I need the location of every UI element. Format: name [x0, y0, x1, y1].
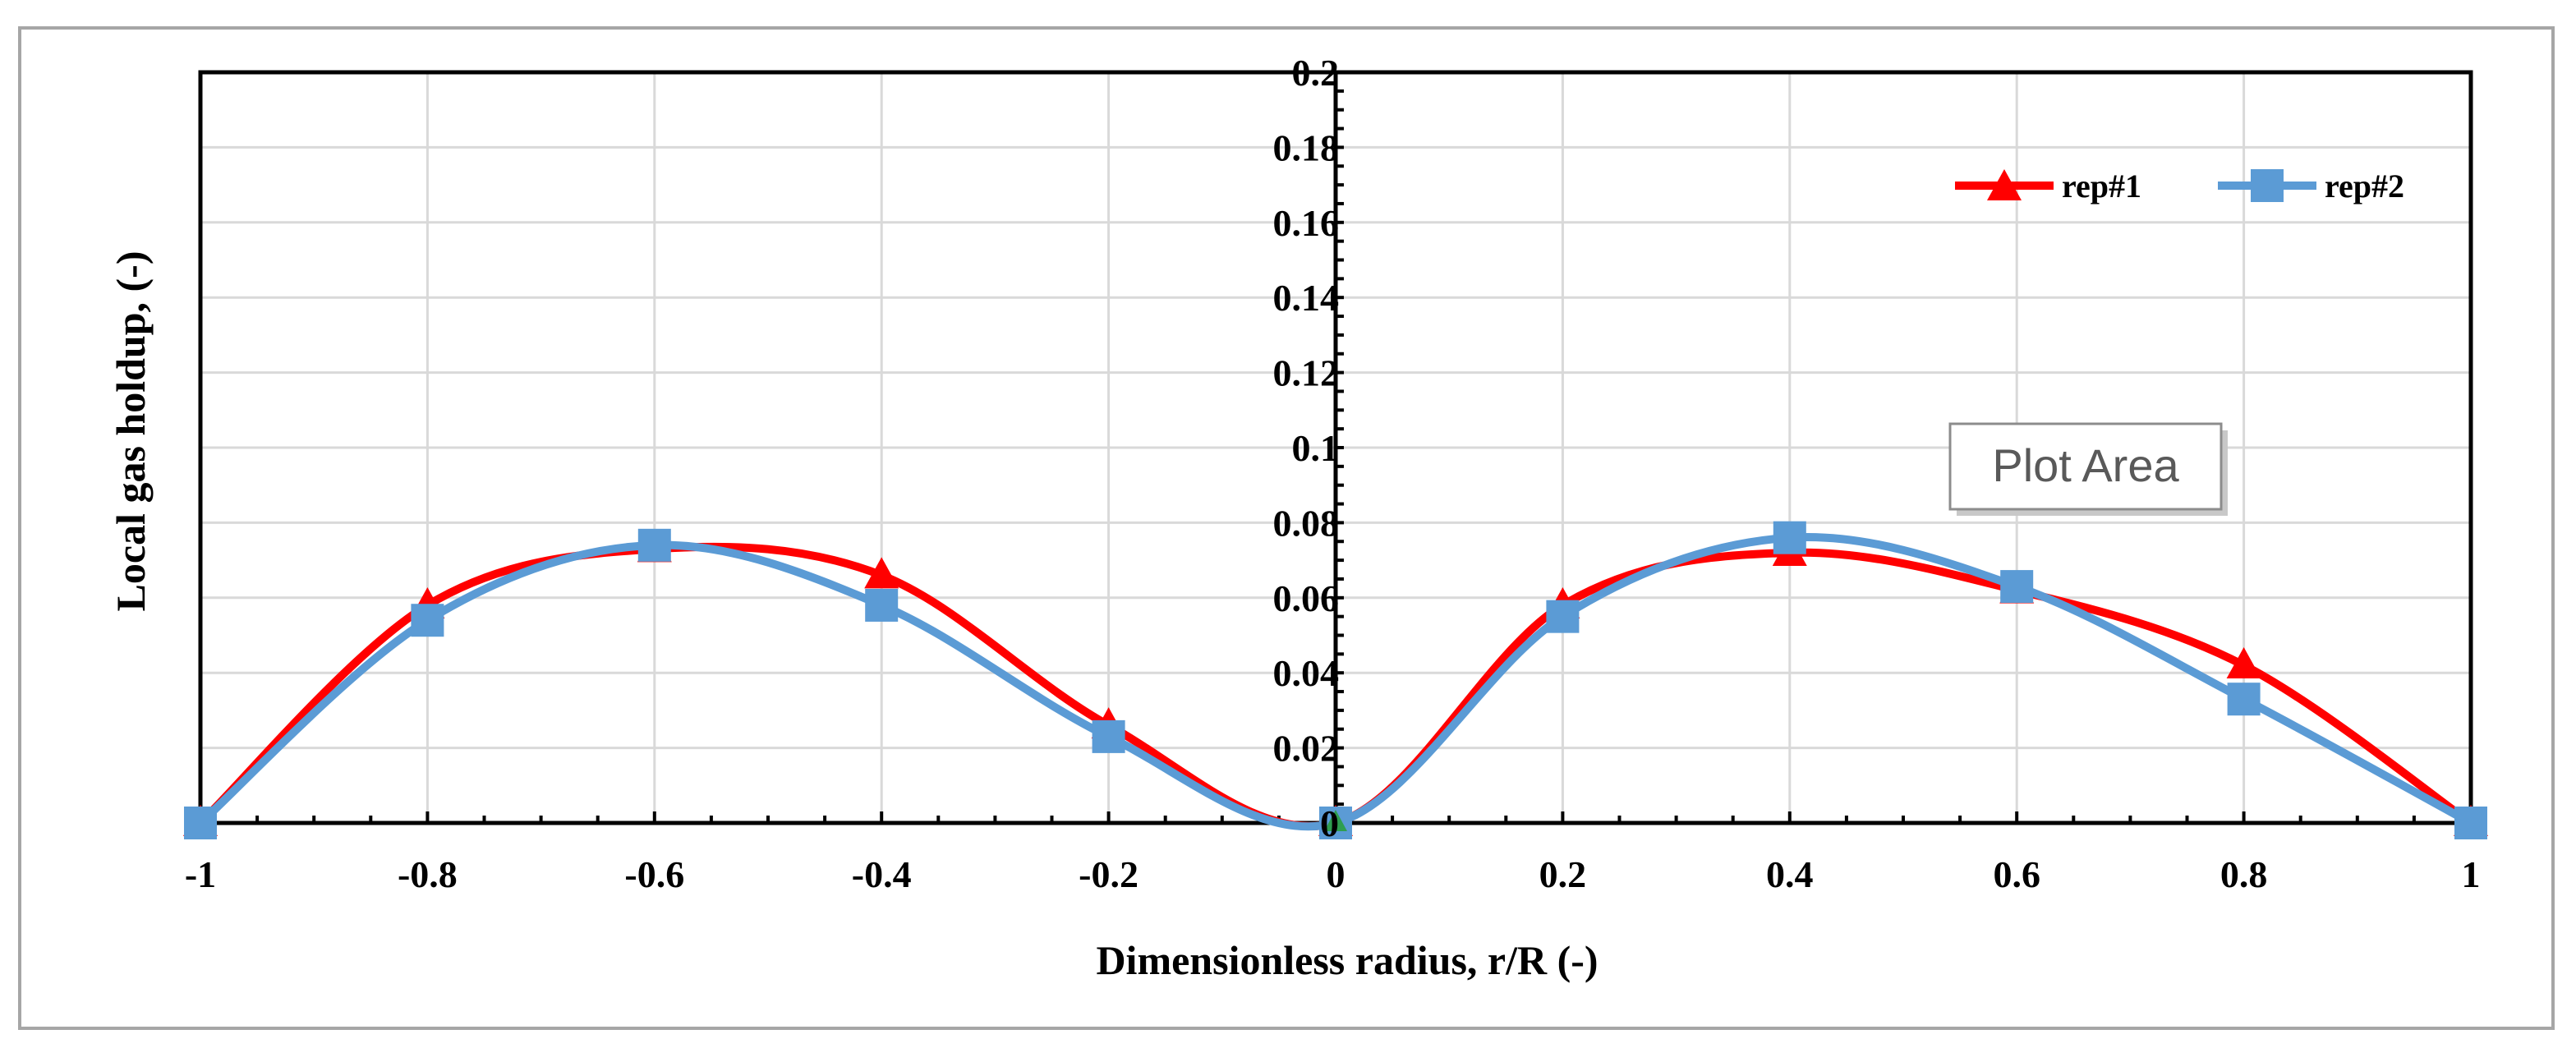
tooltip-box	[1948, 422, 2223, 511]
x-tick-label: -0.8	[398, 853, 458, 895]
x-tick-label: 0.2	[1539, 853, 1587, 895]
data-point-rep#2[interactable]	[865, 588, 899, 622]
x-tick-label: -1	[185, 853, 216, 895]
x-tick-label: 1	[2462, 853, 2481, 895]
y-tick-label: 0.12	[1273, 352, 1340, 394]
series-layer	[183, 521, 2488, 839]
plot-area-tooltip: Plot Area	[1948, 422, 2228, 516]
x-tick-label: -0.4	[852, 853, 912, 895]
legend-label: rep#2	[2325, 168, 2404, 205]
y-tick-label: 0.18	[1273, 126, 1340, 168]
y-axis-title: Local gas holdup, (-)	[108, 251, 154, 612]
y-tick-label: 0.16	[1273, 202, 1340, 244]
data-point-rep#2[interactable]	[2000, 570, 2034, 604]
x-axis-title: Dimensionless radius, r/R (-)	[1096, 937, 1598, 983]
y-tick-label: 0.04	[1273, 652, 1340, 694]
tick-labels: -1 -0.8 -0.6 -0.4 -0.2 0 0.2 0.4 0.6 0.8 1 0 0.02 0.0…	[185, 52, 2481, 895]
legend-marker[interactable]	[1987, 169, 2022, 200]
y-tick-label: 0.2	[1292, 52, 1340, 94]
x-tick-label: -0.2	[1079, 853, 1138, 895]
legend-label: rep#1	[2062, 168, 2141, 205]
data-point-rep#2[interactable]	[2454, 807, 2487, 839]
legend-item-rep#2[interactable]: rep#2	[2218, 168, 2404, 205]
y-tick-label: 0.1	[1292, 427, 1340, 469]
data-point-rep#2[interactable]	[184, 807, 217, 839]
data-point-rep#2[interactable]	[1546, 600, 1580, 633]
data-point-rep#2[interactable]	[1773, 521, 1806, 554]
chart-frame	[18, 26, 2555, 1030]
origin-marker	[1324, 810, 1347, 831]
x-tick-label: 0	[1327, 853, 1346, 895]
data-point-rep#1[interactable]	[864, 557, 899, 589]
x-tick-label: 0.4	[1766, 853, 1814, 895]
data-point-rep#2[interactable]	[637, 528, 671, 562]
y-tick-label: 0.06	[1273, 577, 1340, 619]
data-point-rep#2[interactable]	[411, 604, 444, 637]
tooltip-text: Plot Area	[1992, 439, 2179, 491]
y-tick-label: 0	[1320, 802, 1339, 844]
data-point-rep#2[interactable]	[2227, 683, 2261, 716]
x-tick-label: 0.8	[2220, 853, 2268, 895]
y-tick-label: 0.08	[1273, 502, 1340, 544]
axes	[199, 71, 2472, 825]
x-tick-label: 0.6	[1993, 853, 2040, 895]
y-tick-label: 0.14	[1273, 277, 1340, 319]
data-point-rep#2[interactable]	[1092, 719, 1125, 753]
y-tick-label: 0.02	[1273, 728, 1340, 770]
legend-item-rep#1[interactable]: rep#1	[1955, 168, 2141, 205]
data-point-rep#1[interactable]	[2226, 647, 2261, 679]
legend-marker[interactable]	[2251, 169, 2284, 202]
x-tick-label: -0.6	[624, 853, 684, 895]
legend[interactable]: rep#1 rep#2	[1955, 168, 2404, 205]
